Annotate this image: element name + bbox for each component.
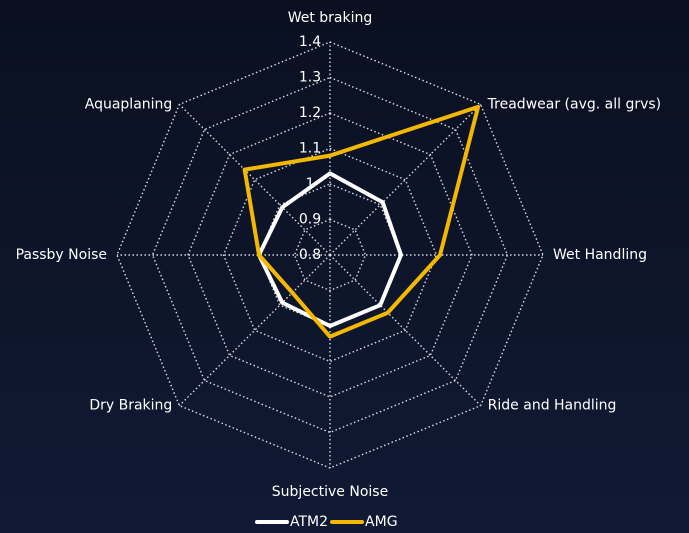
tick-label: 1.3 [299,70,321,86]
category-label: Subjective Noise [272,484,388,500]
grid-ring [293,218,367,292]
tick-label: 0.9 [299,212,321,228]
category-label: Wet Handling [553,247,647,263]
series-line [242,104,481,339]
category-label: Wet braking [288,10,373,26]
series-line [257,171,403,328]
tick-label: 1 [306,176,315,192]
category-label: Aquaplaning [85,96,173,112]
legend-label: ATM2 [290,514,328,530]
grid-ring [151,76,509,434]
tick-label: 1.2 [299,105,321,121]
spoke [329,103,482,256]
category-label: Passby Noise [16,247,107,263]
legend-label: AMG [365,514,398,530]
spoke [329,254,482,407]
category-label: Ride and Handling [488,398,617,414]
tick-label: 1.1 [299,141,321,157]
category-label: Treadwear (avg. all grvs) [487,96,661,112]
grid-ring [222,147,438,363]
spoke [178,254,331,407]
spoke [178,103,331,256]
category-label: Dry Braking [89,398,172,414]
tick-label: 1.4 [299,34,321,50]
grid-ring [187,112,473,398]
tick-label: 0.8 [299,247,321,263]
